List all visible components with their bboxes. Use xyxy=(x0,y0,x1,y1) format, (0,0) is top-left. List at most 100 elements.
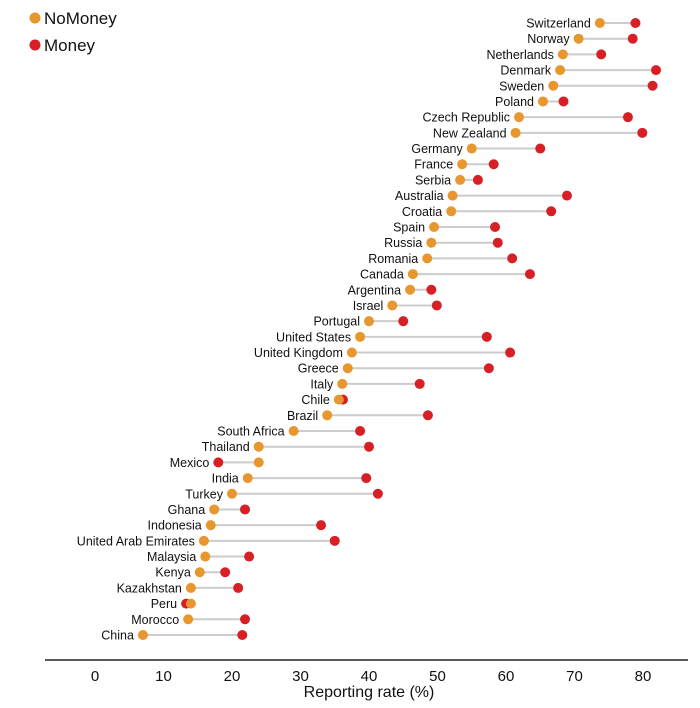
x-tick-label: 0 xyxy=(91,668,99,685)
point-nomoney xyxy=(537,96,548,107)
legend: NoMoney Money xyxy=(29,9,117,55)
category-label: Chile xyxy=(301,393,330,407)
row-south-africa: South Africa xyxy=(217,425,366,439)
point-money xyxy=(596,49,607,60)
category-label: Mexico xyxy=(170,456,210,470)
point-money xyxy=(213,457,224,468)
category-label: Indonesia xyxy=(148,519,202,533)
point-nomoney xyxy=(185,582,196,593)
row-kenya: Kenya xyxy=(155,566,231,580)
category-label: France xyxy=(414,158,453,172)
category-label: Russia xyxy=(384,236,422,250)
point-nomoney xyxy=(557,49,568,60)
row-poland: Poland xyxy=(495,95,569,109)
row-romania: Romania xyxy=(368,252,518,266)
point-nomoney xyxy=(288,426,299,436)
point-money xyxy=(622,112,633,123)
point-nomoney xyxy=(242,473,253,484)
point-money xyxy=(505,347,516,358)
point-money xyxy=(220,567,231,578)
x-axis-label: Reporting rate (%) xyxy=(304,684,435,701)
row-brazil: Brazil xyxy=(287,409,433,423)
row-switzerland: Switzerland xyxy=(526,17,641,31)
category-label: China xyxy=(101,629,134,643)
point-money xyxy=(422,410,433,421)
row-germany: Germany xyxy=(411,142,546,156)
point-money xyxy=(481,331,492,342)
category-label: Kazakhstan xyxy=(117,581,182,595)
point-nomoney xyxy=(346,347,357,358)
row-sweden: Sweden xyxy=(499,79,658,93)
point-nomoney xyxy=(555,65,566,76)
point-nomoney xyxy=(205,520,216,531)
row-norway: Norway xyxy=(527,32,638,46)
row-indonesia: Indonesia xyxy=(148,519,327,533)
row-czech-republic: Czech Republic xyxy=(422,111,633,125)
category-label: Peru xyxy=(151,597,177,611)
category-label: Morocco xyxy=(131,613,179,627)
row-kazakhstan: Kazakhstan xyxy=(117,581,244,595)
point-money xyxy=(637,127,648,138)
row-turkey: Turkey xyxy=(185,487,383,501)
row-mexico: Mexico xyxy=(170,456,264,470)
point-nomoney xyxy=(573,33,584,44)
category-label: Brazil xyxy=(287,409,318,423)
category-label: Netherlands xyxy=(486,48,553,62)
point-money xyxy=(546,206,557,217)
x-tick-label: 40 xyxy=(361,668,378,685)
category-label: Croatia xyxy=(402,205,442,219)
point-nomoney xyxy=(253,441,264,452)
row-india: India xyxy=(212,472,372,486)
point-money xyxy=(483,363,494,374)
row-malaysia: Malaysia xyxy=(147,550,255,564)
point-money xyxy=(244,551,255,562)
category-label: Argentina xyxy=(348,283,402,297)
row-denmark: Denmark xyxy=(500,64,662,78)
legend-label-money: Money xyxy=(44,36,96,55)
point-nomoney xyxy=(446,206,457,217)
category-label: United Arab Emirates xyxy=(77,534,195,548)
row-russia: Russia xyxy=(384,236,503,250)
point-nomoney xyxy=(355,331,366,342)
x-tick-label: 10 xyxy=(155,668,172,685)
point-nomoney xyxy=(466,143,477,154)
row-france: France xyxy=(414,158,499,172)
point-money xyxy=(630,18,641,28)
legend-label-nomoney: NoMoney xyxy=(44,9,117,28)
category-label: Israel xyxy=(353,299,384,313)
point-money xyxy=(627,33,638,44)
point-nomoney xyxy=(387,300,398,311)
x-tick-label: 50 xyxy=(429,668,446,685)
category-label: Poland xyxy=(495,95,534,109)
point-money xyxy=(490,222,501,232)
x-tick-label: 70 xyxy=(566,668,583,685)
point-money xyxy=(355,426,366,436)
point-money xyxy=(472,174,483,185)
category-label: Malaysia xyxy=(147,550,196,564)
point-money xyxy=(507,253,518,264)
category-label: Greece xyxy=(298,362,339,376)
point-money xyxy=(558,96,569,107)
point-money xyxy=(237,630,248,640)
row-croatia: Croatia xyxy=(402,205,557,219)
point-nomoney xyxy=(342,363,353,374)
category-label: Sweden xyxy=(499,79,544,93)
point-nomoney xyxy=(227,488,237,499)
category-label: Thailand xyxy=(202,440,250,454)
point-money xyxy=(524,269,535,280)
point-money xyxy=(488,159,499,170)
point-money xyxy=(233,582,244,593)
point-money xyxy=(492,237,503,248)
point-money xyxy=(398,316,409,327)
category-label: Switzerland xyxy=(526,17,591,31)
point-nomoney xyxy=(198,535,209,546)
legend-marker-nomoney xyxy=(29,12,41,24)
row-china: China xyxy=(101,629,248,643)
point-nomoney xyxy=(185,598,196,609)
x-axis-ticks: 0 10 20 30 40 50 60 70 80 xyxy=(91,668,652,685)
row-ghana: Ghana xyxy=(168,503,251,517)
point-money xyxy=(361,473,372,484)
category-label: Czech Republic xyxy=(422,111,510,125)
point-nomoney xyxy=(405,284,416,295)
row-portugal: Portugal xyxy=(313,315,409,329)
